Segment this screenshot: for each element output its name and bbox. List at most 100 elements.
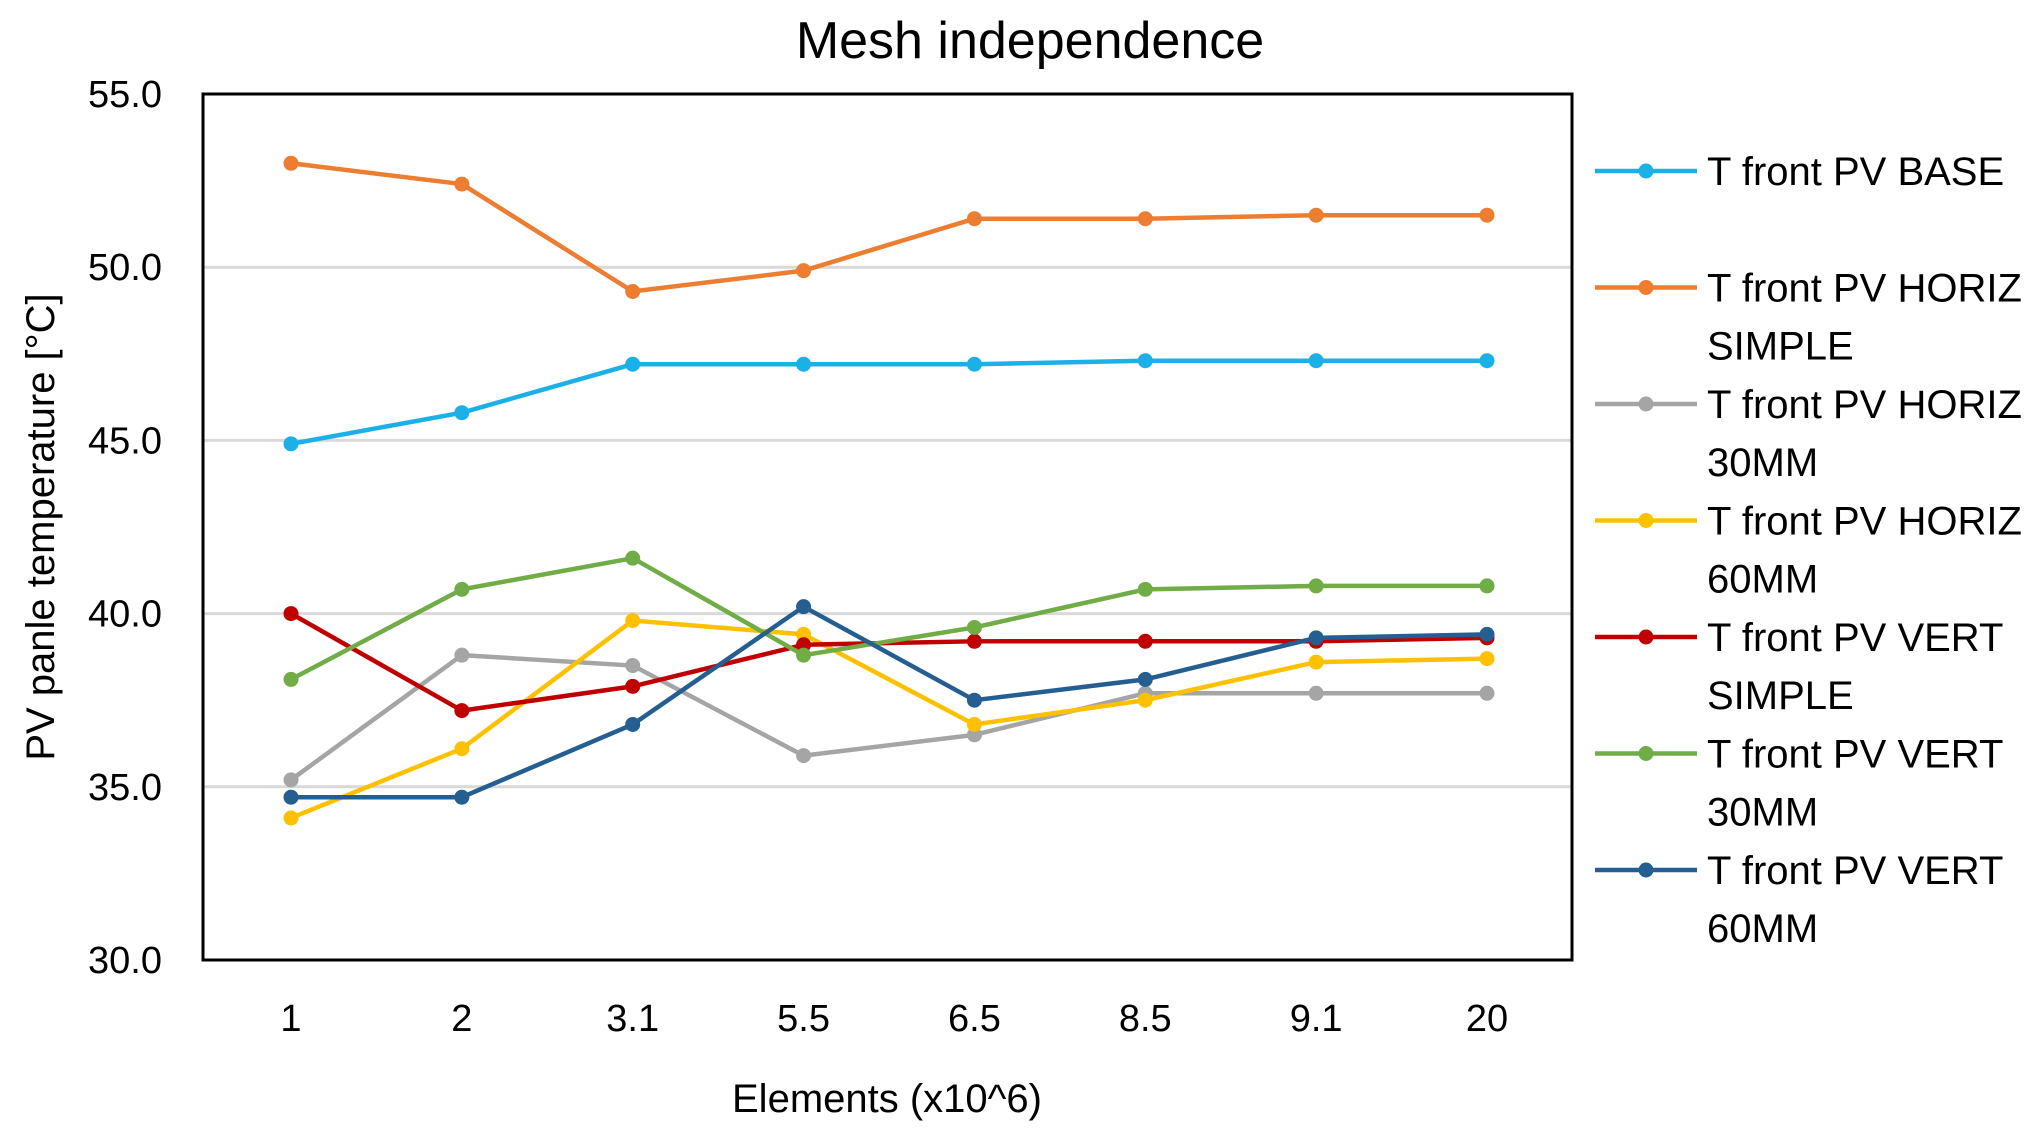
- data-point: [966, 716, 982, 732]
- x-tick-label: 1: [280, 998, 301, 1040]
- legend-label: T front PV VERT: [1707, 849, 2003, 893]
- data-point: [283, 789, 299, 805]
- data-point: [796, 626, 812, 642]
- data-point: [454, 581, 470, 597]
- series-line: [290, 161, 1487, 294]
- y-tick-label: 50.0: [88, 247, 162, 289]
- legend-marker: [1638, 280, 1654, 295]
- legend-marker: [1638, 862, 1654, 878]
- data-point: [454, 647, 470, 663]
- data-point: [796, 356, 812, 372]
- data-point: [1479, 685, 1495, 701]
- data-point: [1137, 353, 1153, 369]
- data-point: [966, 692, 982, 708]
- y-tick-label: 55.0: [88, 74, 162, 116]
- x-tick-label: 8.5: [1119, 998, 1172, 1040]
- legend: T front PV BASE T front PV HORIZ SIMPLE T f…: [1595, 150, 2022, 951]
- data-point: [966, 619, 982, 635]
- legend-label: 60MM: [1707, 907, 1818, 951]
- x-tick-label: 20: [1466, 998, 1508, 1040]
- data-point: [283, 810, 299, 826]
- data-point: [625, 356, 641, 372]
- data-point: [625, 613, 641, 629]
- legend-label: T front PV HORIZ: [1707, 267, 2022, 311]
- data-point: [1479, 651, 1495, 667]
- data-point: [796, 748, 812, 764]
- data-point: [796, 647, 812, 663]
- series-line: [290, 358, 1487, 447]
- y-tick-label: 40.0: [88, 594, 162, 636]
- data-point: [1137, 633, 1153, 649]
- series-line: [290, 618, 1488, 821]
- gridlines: [203, 265, 1572, 789]
- data-point: [1479, 207, 1495, 223]
- data-point: [283, 606, 299, 622]
- legend-label: T front PV HORIZ: [1707, 500, 2022, 544]
- x-tick-label: 5.5: [777, 998, 830, 1040]
- data-point: [1308, 353, 1324, 369]
- data-point: [454, 405, 470, 421]
- data-point: [625, 283, 641, 299]
- y-tick-label: 45.0: [88, 420, 162, 462]
- data-point: [454, 176, 470, 192]
- series-line: [289, 555, 1487, 682]
- data-point: [1137, 211, 1153, 227]
- data-point: [796, 599, 812, 615]
- data-point: [625, 678, 641, 694]
- data-point: [1479, 626, 1495, 642]
- data-point: [625, 550, 641, 566]
- data-point: [966, 633, 982, 649]
- legend-label: T front PV VERT: [1707, 733, 2003, 777]
- data-point: [1308, 207, 1324, 223]
- data-point: [454, 789, 470, 805]
- x-tick-label: 3.1: [606, 998, 659, 1040]
- data-point: [625, 658, 641, 674]
- x-tick-label: 6.5: [948, 998, 1001, 1040]
- y-axis-label: PV panle temperature [°C]: [19, 293, 63, 760]
- series-line: [291, 604, 1488, 800]
- x-axis-ticks: 1 2 3.1 5.5 6.5 8.5 9.1 20: [280, 998, 1508, 1040]
- y-tick-label: 35.0: [88, 767, 162, 809]
- x-tick-label: 9.1: [1290, 998, 1343, 1040]
- data-point: [966, 356, 982, 372]
- data-point: [283, 155, 299, 171]
- legend-marker: [1638, 396, 1654, 412]
- chart-title: Mesh independence: [796, 12, 1264, 70]
- data-point: [1479, 578, 1495, 594]
- y-tick-label: 30.0: [88, 940, 162, 982]
- x-tick-label: 2: [451, 998, 472, 1040]
- data-point: [796, 263, 812, 279]
- data-point: [1137, 581, 1153, 597]
- x-axis-label: Elements (x10^6): [732, 1077, 1042, 1121]
- legend-label: T front PV VERT: [1707, 616, 2003, 660]
- legend-label: T front PV HORIZ: [1707, 383, 2022, 427]
- y-axis-ticks: 30.0 35.0 40.0 45.0 50.0 55.0: [88, 74, 162, 982]
- data-point: [283, 772, 299, 788]
- data-point: [1308, 685, 1324, 701]
- data-point: [1479, 353, 1495, 369]
- legend-marker: [1638, 513, 1654, 528]
- data-point: [966, 211, 982, 227]
- data-point: [1308, 630, 1324, 646]
- data-point: [796, 637, 812, 653]
- data-point: [283, 436, 299, 452]
- legend-label: SIMPLE: [1707, 674, 1854, 718]
- legend-marker: [1638, 746, 1654, 761]
- data-point: [454, 703, 470, 719]
- data-point: [966, 727, 982, 743]
- data-point: [454, 741, 470, 757]
- series-group: [283, 155, 1495, 826]
- data-point: [283, 671, 299, 687]
- legend-label: 30MM: [1707, 791, 1818, 835]
- plot-area: [201, 92, 1574, 962]
- legend-marker: [1638, 629, 1654, 645]
- legend-label: 60MM: [1707, 558, 1818, 602]
- data-point: [1137, 671, 1153, 687]
- data-point: [1308, 578, 1324, 594]
- data-point: [625, 716, 641, 732]
- series-line: [289, 652, 1487, 782]
- legend-marker: [1638, 163, 1654, 179]
- legend-label: T front PV BASE: [1707, 150, 2004, 194]
- legend-label: 30MM: [1707, 441, 1818, 485]
